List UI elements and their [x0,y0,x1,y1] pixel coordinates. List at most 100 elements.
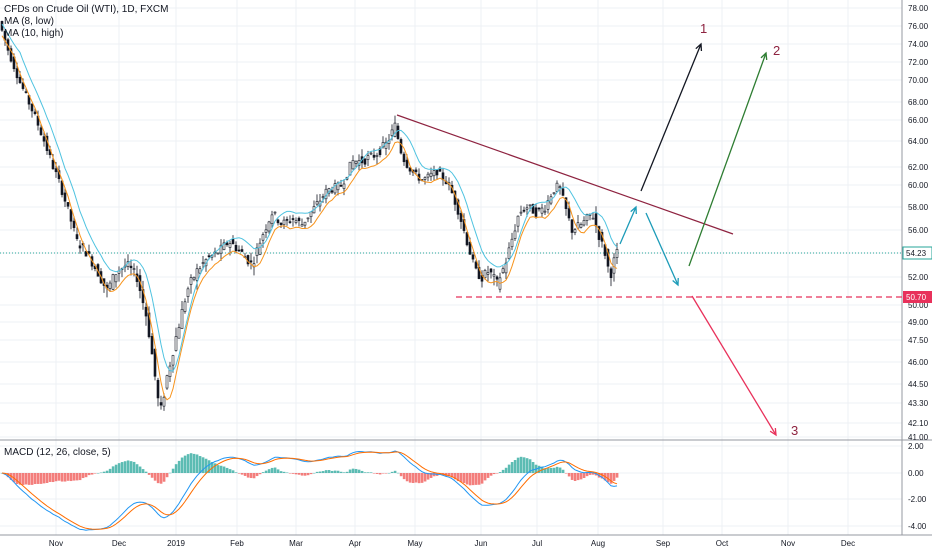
macd-hist-bar [207,460,211,473]
candle-body [426,173,430,178]
macd-hist-bar [492,473,496,475]
macd-hist-bar [279,471,283,473]
macd-hist-bar [258,473,262,475]
macd-hist-bar [240,473,244,475]
macd-hist-bar [390,471,394,473]
candle-body [513,230,517,239]
candle-body [300,224,304,227]
macd-hist-bar [141,469,145,473]
candle-body [42,136,46,142]
macd-tick-label: -4.00 [908,522,927,531]
candle-body [78,245,82,249]
price-tick-label: 72.00 [908,58,929,67]
macd-hist-bar [516,457,520,473]
candle-body [186,288,190,297]
macd-hist-bar [102,471,106,473]
candle-body [195,268,199,281]
candle-body [285,219,289,221]
candle-body [54,168,58,173]
macd-hist-bar [204,458,208,473]
macd-hist-bar [522,457,526,473]
candle-body [489,268,493,273]
macd-hist-bar [228,469,232,473]
candle-body [108,282,112,289]
macd-hist-bar [318,471,322,473]
candle-body [342,183,346,189]
chart-grid [0,0,932,536]
time-tick-label: Apr [349,539,362,548]
price-tick-label: 62.00 [908,163,929,172]
macd-hist-bar [507,464,511,473]
price-tick-label: 74.00 [908,40,929,49]
price-tick-label: 47.50 [908,336,929,345]
projection-arrow-down-head [672,277,679,287]
candle-body [156,379,160,399]
candle-body [249,260,253,263]
macd-hist-bar [585,473,589,477]
macd-hist-bar [588,473,592,475]
macd-hist-bar [48,473,52,482]
macd-hist-bar [60,473,64,482]
macd-hist-bar [591,473,595,475]
candle-body [465,232,469,246]
macd-hist-bar [231,470,235,473]
macd-hist-bar [327,470,331,473]
macd-hist-bar [192,453,196,473]
candle-body [555,182,559,192]
candle-body [21,82,25,89]
price-tick-label: 50.00 [908,301,929,310]
macd-hist-bar [480,473,484,484]
macd-hist-bar [423,473,427,482]
macd-hist-bar [501,469,505,473]
macd-hist-bar [564,473,568,474]
price-tick-label: 44.50 [908,380,929,389]
candle-body [501,268,505,274]
macd-hist-bar [558,467,562,473]
support-price-label: 50.70 [906,293,927,302]
macd-hist-bar [387,472,391,474]
candle-body [264,229,268,233]
macd-hist-bar [135,464,139,473]
macd-hist-bar [234,472,238,473]
macd-hist-bar [300,473,304,476]
time-tick-label: Nov [49,539,63,548]
arrow-scenario-3 [691,295,777,436]
macd-hist-bar [45,473,49,483]
macd-hist-bar [495,473,499,474]
macd-hist-bar [321,471,325,473]
candle-body [30,103,34,112]
macd-hist-bar [360,470,364,473]
macd-hist-bar [111,466,115,473]
macd-hist-bar [519,456,523,473]
candle-body [297,217,301,221]
macd-hist-bar [369,472,373,473]
candle-body [72,220,76,228]
macd-hist-bar [378,473,382,475]
macd-hist-bar [339,471,343,473]
candle-body [39,127,43,136]
candle-body [372,154,376,158]
price-tick-label: 70.00 [908,76,929,85]
candle-body [258,242,262,255]
price-tick-label: 58.00 [908,203,929,212]
candle-body [165,375,169,389]
candle-body [552,192,556,194]
price-tick-label: 46.00 [908,358,929,367]
arrow-scenario-1 [640,43,702,192]
macd-hist-bar [129,461,133,473]
candle-body [294,220,298,223]
ma-low-legend: MA (8, low) [4,16,55,27]
macd-hist-bar [303,473,307,476]
candle-body [354,160,358,164]
price-tick-label: 66.00 [908,116,929,125]
candle-body [504,262,508,274]
price-tick-label: 52.00 [908,273,929,282]
price-tick-label: 60.00 [908,181,929,190]
candle-body [231,239,235,245]
macd-hist-bar [411,473,415,484]
candle-body [228,243,232,248]
candle-body [333,183,337,194]
time-tick-label: Dec [112,539,126,548]
macd-hist-bar [51,473,55,483]
